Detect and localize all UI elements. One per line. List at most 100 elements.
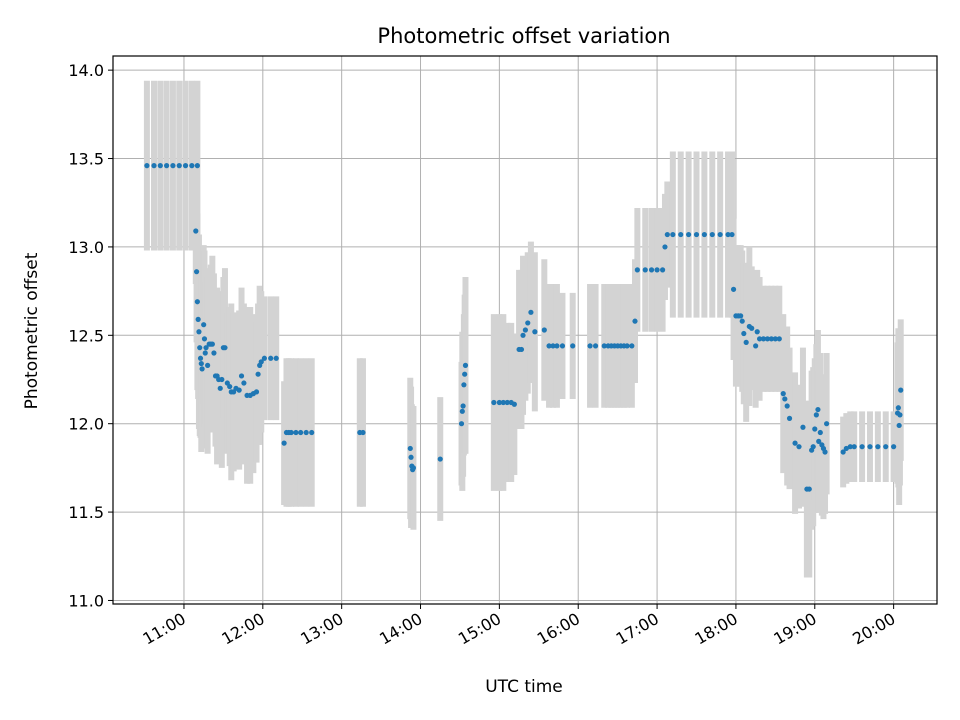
data-point: [662, 244, 668, 250]
data-point: [196, 329, 202, 335]
data-point: [194, 299, 200, 305]
y-tick-label: 13.5: [68, 150, 104, 169]
data-point: [408, 454, 414, 460]
data-point: [749, 325, 755, 331]
data-point: [253, 389, 260, 395]
data-point: [686, 231, 692, 238]
data-point: [193, 269, 200, 275]
data-point: [875, 444, 881, 450]
data-point: [407, 445, 413, 452]
data-point: [739, 318, 745, 324]
data-point: [753, 343, 759, 349]
data-point: [816, 438, 822, 444]
data-point: [815, 406, 821, 413]
data-point: [760, 336, 767, 342]
data-point: [664, 231, 670, 238]
y-tick-label: 11.5: [68, 503, 104, 522]
data-point: [201, 322, 207, 328]
data-point: [847, 444, 853, 450]
data-point: [309, 429, 315, 436]
data-point: [654, 267, 660, 273]
data-point: [360, 429, 366, 436]
data-point: [525, 320, 531, 326]
data-point: [570, 343, 576, 349]
data-point: [559, 343, 566, 349]
data-point: [522, 327, 528, 333]
data-point: [701, 231, 707, 238]
data-point: [197, 345, 203, 351]
data-point: [227, 383, 233, 390]
data-point: [822, 449, 828, 455]
data-point: [462, 362, 469, 368]
data-point: [496, 399, 502, 406]
data-point: [780, 391, 786, 397]
data-point: [528, 309, 534, 315]
data-point: [500, 399, 506, 406]
data-point: [491, 399, 497, 406]
y-tick-label: 12.5: [68, 326, 104, 345]
x-axis-label: UTC time: [485, 677, 563, 697]
data-point: [806, 486, 812, 492]
data-points: [144, 163, 904, 492]
data-point: [743, 339, 749, 345]
data-point: [851, 444, 857, 450]
data-point: [202, 350, 208, 356]
data-point: [238, 373, 245, 379]
data-point: [824, 421, 830, 427]
data-point: [896, 422, 902, 429]
data-point: [624, 343, 630, 349]
data-point: [459, 408, 465, 414]
data-point: [678, 231, 684, 238]
data-point: [897, 412, 903, 418]
data-point: [164, 163, 170, 169]
data-point: [813, 412, 819, 418]
data-point: [197, 355, 204, 361]
data-point: [258, 359, 264, 365]
data-point: [817, 429, 823, 436]
data-point: [883, 444, 889, 450]
data-point: [587, 343, 593, 349]
data-point: [194, 163, 200, 169]
data-point: [303, 429, 309, 436]
data-point: [891, 444, 897, 450]
data-point: [601, 343, 607, 349]
data-point: [776, 336, 782, 342]
data-point: [268, 355, 274, 361]
data-point: [236, 387, 242, 393]
data-point: [203, 345, 209, 351]
data-point: [659, 267, 666, 273]
data-point: [144, 163, 150, 169]
data-point: [205, 362, 211, 368]
data-point: [195, 316, 201, 322]
data-point: [796, 444, 802, 450]
data-point: [157, 163, 163, 169]
data-point: [642, 267, 648, 273]
data-point: [211, 350, 217, 356]
y-tick-label: 12.0: [68, 415, 104, 434]
data-point: [458, 421, 465, 427]
chart-title: Photometric offset variation: [377, 24, 670, 48]
data-point: [550, 343, 556, 349]
data-point: [504, 399, 510, 406]
data-point: [410, 465, 417, 471]
data-point: [729, 231, 735, 238]
data-point: [281, 440, 287, 446]
data-point: [193, 228, 199, 234]
data-point: [273, 355, 279, 361]
data-point: [895, 405, 901, 411]
data-point: [741, 330, 747, 337]
data-point: [717, 231, 723, 238]
data-point: [859, 444, 865, 450]
data-point: [632, 318, 638, 324]
y-axis-label: Photometric offset: [22, 252, 42, 409]
data-point: [532, 329, 538, 335]
data-point: [592, 343, 599, 349]
data-point: [261, 355, 267, 361]
data-point: [176, 163, 182, 169]
data-point: [754, 329, 760, 335]
data-point: [629, 343, 635, 349]
data-point: [898, 387, 904, 393]
data-point: [199, 366, 205, 372]
data-point: [288, 429, 294, 436]
